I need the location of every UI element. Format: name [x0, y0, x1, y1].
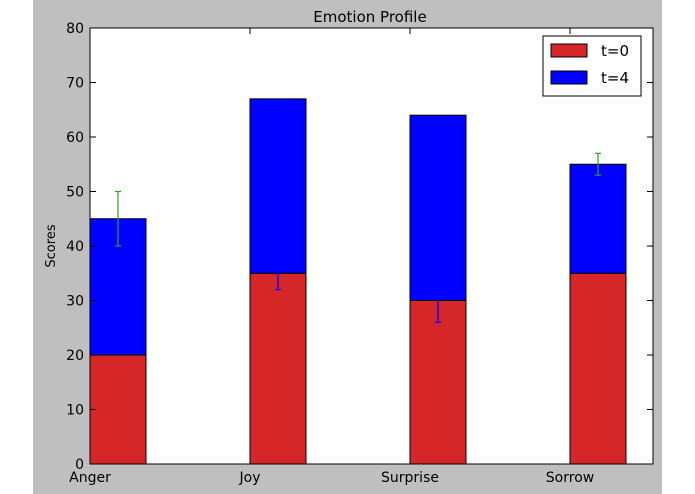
x-tick-label-surprise: Surprise — [381, 470, 439, 486]
y-tick-label: 50 — [66, 185, 84, 201]
y-tick-label: 10 — [66, 403, 84, 419]
y-tick-label: 40 — [66, 239, 84, 255]
y-tick-label: 60 — [66, 130, 84, 146]
bar-t0-sorrow — [569, 272, 627, 465]
plot-area — [90, 28, 653, 464]
legend: t=0 t=4 — [542, 35, 642, 97]
bar-t0-anger — [89, 354, 147, 465]
legend-label-t0: t=0 — [601, 42, 629, 60]
bar-t0-joy — [249, 272, 307, 465]
y-tick-label: 30 — [66, 294, 84, 310]
y-axis-label: Scores — [44, 224, 59, 267]
error-bars-group — [115, 152, 601, 323]
legend-swatch-t0 — [550, 43, 588, 58]
bar-t4-joy — [249, 98, 307, 274]
bar-t4-surprise — [409, 114, 467, 301]
chart-title: Emotion Profile — [313, 8, 426, 26]
x-tick-label-anger: Anger — [69, 470, 111, 486]
legend-swatch-t4 — [550, 70, 588, 85]
x-axis-ticks: Anger Joy Surprise Sorrow — [69, 28, 594, 486]
y-tick-label: 80 — [66, 21, 84, 37]
plot-frame — [89, 27, 654, 465]
bar-t0-surprise — [409, 300, 467, 465]
y-tick-label: 20 — [66, 348, 84, 364]
bar-t4-sorrow — [569, 163, 627, 274]
legend-label-t4: t=4 — [601, 69, 629, 87]
x-tick-label-sorrow: Sorrow — [546, 470, 594, 486]
y-tick-label: 0 — [75, 457, 84, 473]
y-tick-label: 70 — [66, 76, 84, 92]
y-axis-ticks: 0 10 20 30 40 50 60 70 80 — [66, 21, 653, 473]
x-tick-label-joy: Joy — [239, 470, 261, 486]
